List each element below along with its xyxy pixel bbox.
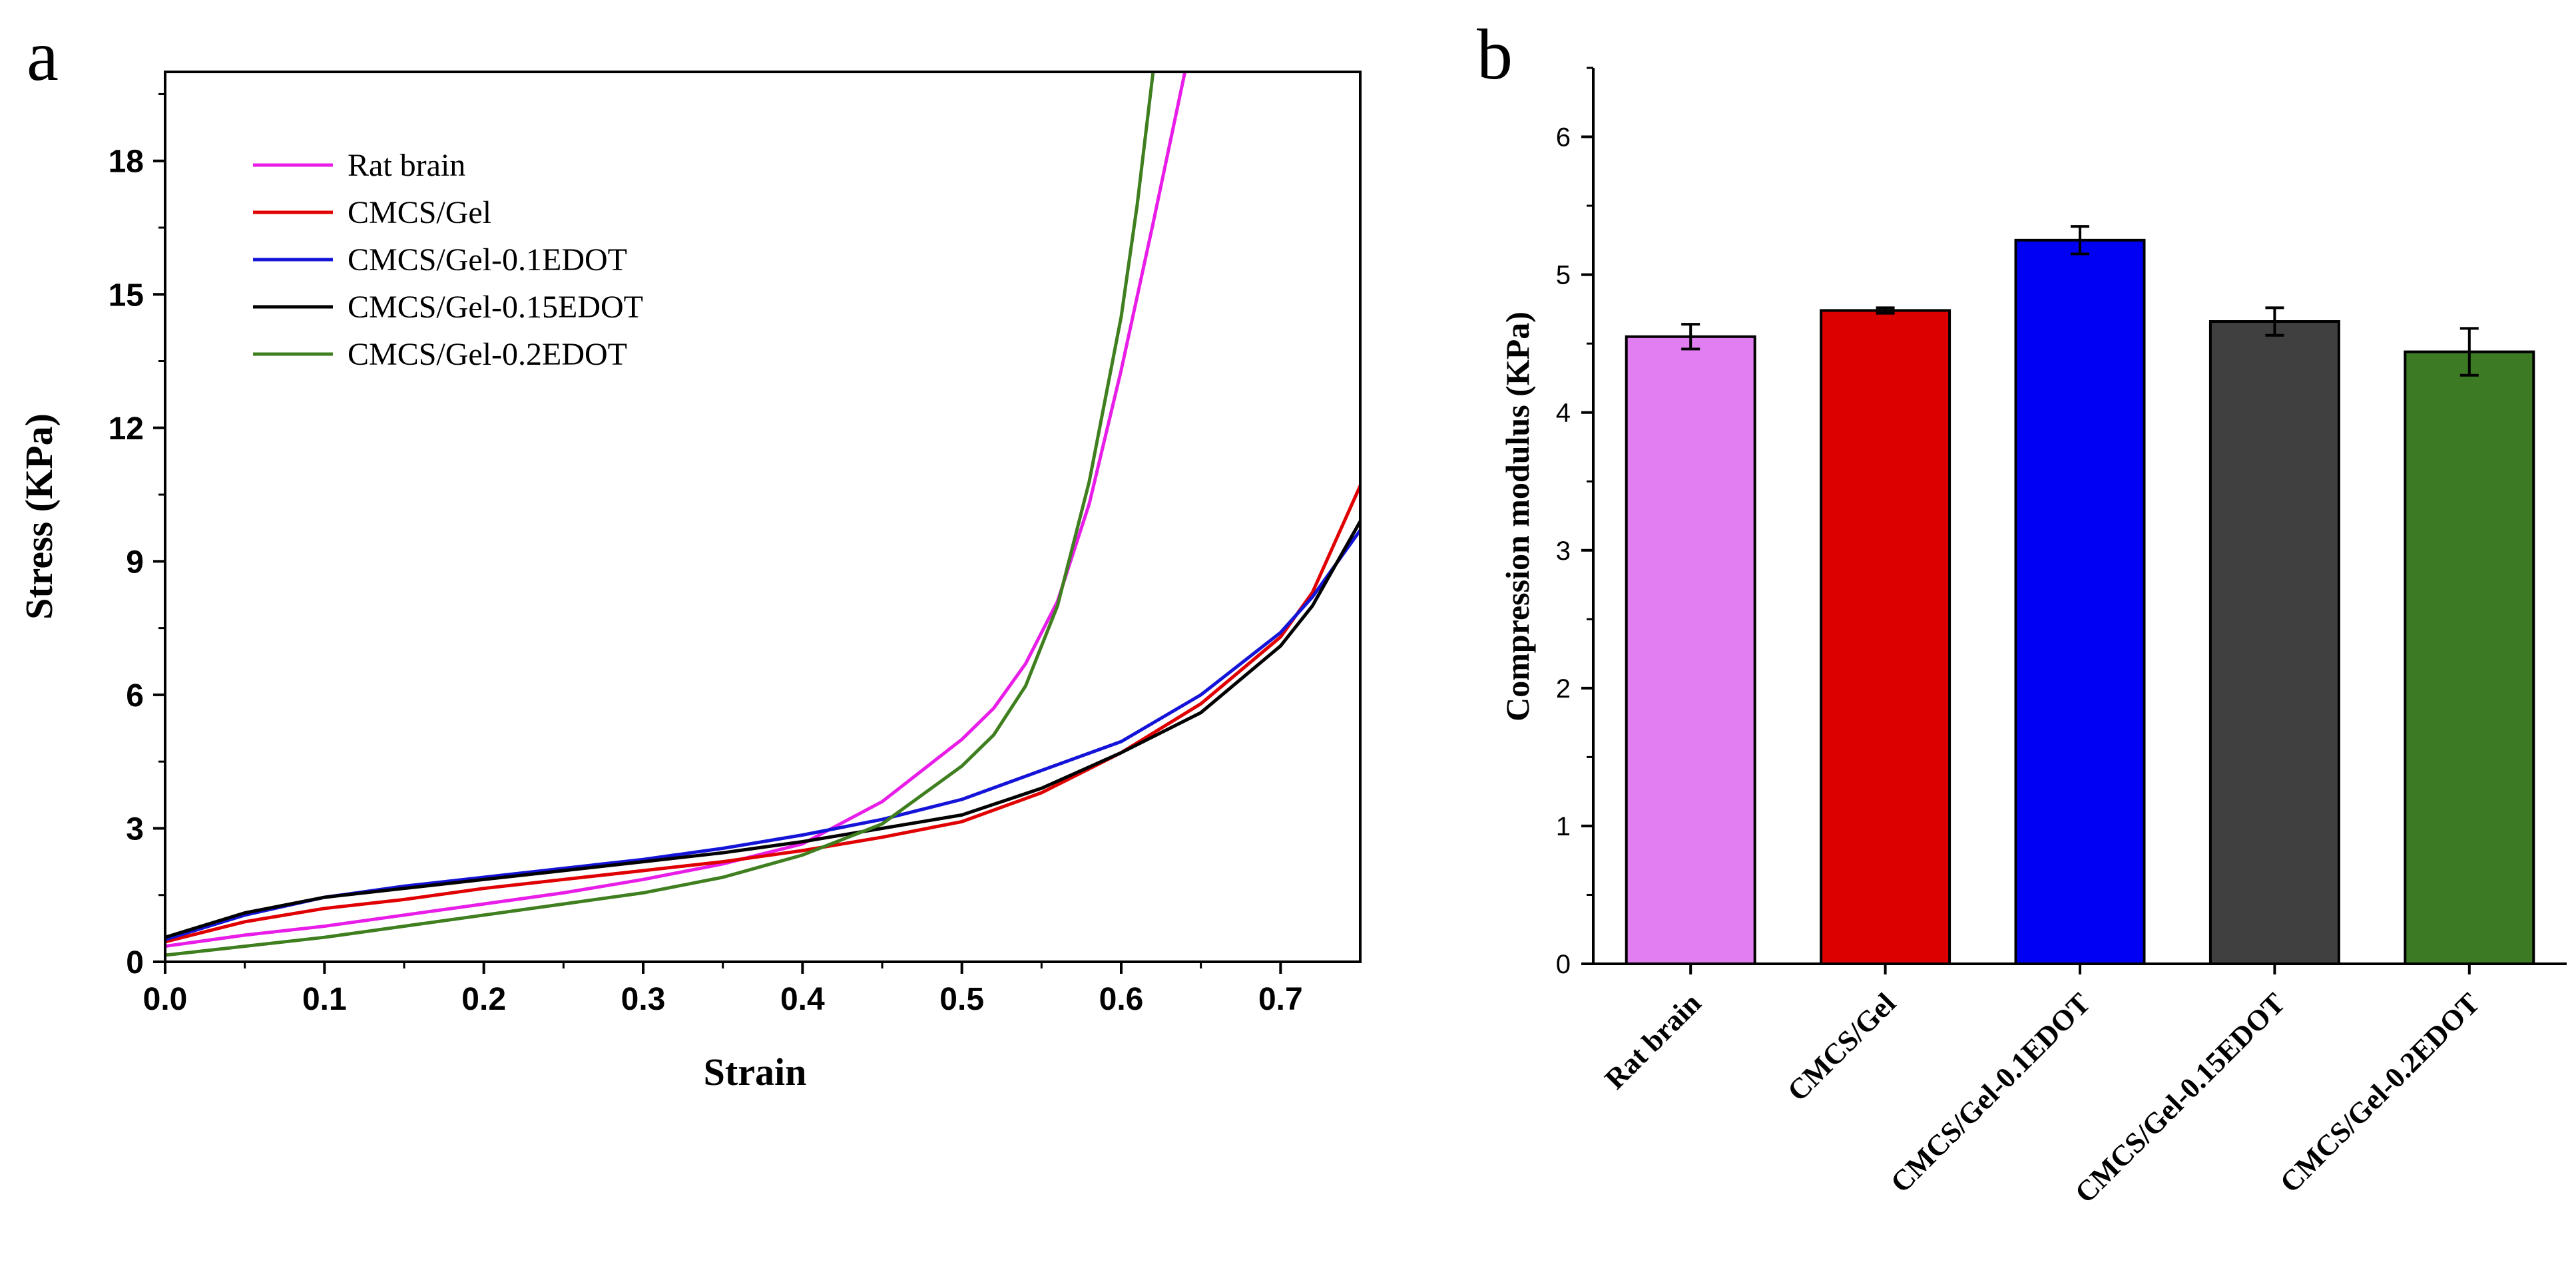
panel-label-b: b bbox=[1477, 15, 1513, 95]
y-tick-label-b: 3 bbox=[1556, 536, 1571, 566]
x-axis-title: Strain bbox=[704, 1050, 807, 1094]
error-bars bbox=[1681, 225, 2479, 377]
y-tick-label: 15 bbox=[109, 278, 144, 313]
x-tick-label: 0.7 bbox=[1258, 982, 1303, 1017]
y-axis-ticks-b: 0 1 2 3 4 5 6 bbox=[1556, 67, 1593, 979]
y-tick-label-b: 1 bbox=[1556, 812, 1571, 841]
legend-label: Rat brain bbox=[348, 148, 465, 183]
y-tick-label: 3 bbox=[126, 811, 144, 847]
series-line-1 bbox=[165, 485, 1360, 944]
bar bbox=[2014, 238, 2146, 965]
legend-label: CMCS/Gel bbox=[348, 195, 491, 230]
bar bbox=[1625, 335, 1756, 965]
category-label: CMCS/Gel bbox=[1781, 986, 1902, 1108]
y-tick-label-b: 6 bbox=[1556, 123, 1571, 152]
stress-strain-chart: a 0.0 0.1 0.2 0.3 0.4 0.5 0.6 0.7 0 3 6 9 12 15 18 St… bbox=[17, 17, 1362, 1094]
y-tick-label-b: 5 bbox=[1556, 261, 1571, 290]
plot-frame-a bbox=[164, 71, 1362, 963]
x-tick-label: 0.1 bbox=[302, 982, 347, 1017]
legend-label: CMCS/Gel-0.2EDOT bbox=[348, 337, 627, 372]
category-labels: Rat brain CMCS/GelCMCS/Gel-0.1EDOTCMCS/Ge… bbox=[1599, 964, 2486, 1209]
x-tick-label: 0.0 bbox=[143, 982, 188, 1017]
x-tick-label: 0.3 bbox=[621, 982, 666, 1017]
compression-modulus-chart: b 0 1 2 3 4 5 6 Rat brain CMCS/GelCMCS/Gel-0.1E… bbox=[1477, 15, 2567, 1209]
bar bbox=[2404, 350, 2535, 965]
y-tick-label-b: 4 bbox=[1556, 399, 1571, 428]
x-tick-label: 0.6 bbox=[1099, 982, 1144, 1017]
x-tick-label: 0.5 bbox=[939, 982, 984, 1017]
legend-label: CMCS/Gel-0.15EDOT bbox=[348, 290, 643, 325]
series-line-0 bbox=[165, 72, 1187, 949]
category-label: CMCS/Gel-0.1EDOT bbox=[1884, 986, 2097, 1199]
y-tick-label: 6 bbox=[126, 678, 144, 714]
x-tick-label: 0.2 bbox=[461, 982, 506, 1017]
series-line-3 bbox=[165, 520, 1360, 939]
y-axis-title-b: Compression modulus (KPa) bbox=[1499, 312, 1536, 722]
y-axis-title: Stress (KPa) bbox=[17, 413, 61, 620]
series-line-2 bbox=[165, 529, 1360, 941]
series-lines bbox=[165, 72, 1360, 957]
y-tick-label-b: 0 bbox=[1556, 950, 1571, 979]
y-tick-label: 12 bbox=[109, 411, 144, 447]
panel-label-a: a bbox=[27, 17, 59, 96]
legend: Rat brain CMCS/Gel CMCS/Gel-0.1EDOT CMCS/Ge… bbox=[253, 148, 643, 372]
x-axis-ticks: 0.0 0.1 0.2 0.3 0.4 0.5 0.6 0.7 bbox=[143, 962, 1303, 1017]
y-axis-ticks: 0 3 6 9 12 15 18 bbox=[109, 93, 165, 980]
y-tick-label: 9 bbox=[126, 544, 144, 580]
category-label: CMCS/Gel-0.15EDOT bbox=[2069, 986, 2292, 1209]
y-tick-label: 0 bbox=[126, 945, 144, 980]
category-label: CMCS/Gel-0.2EDOT bbox=[2274, 986, 2486, 1199]
x-tick-label: 0.4 bbox=[780, 982, 825, 1017]
legend-label: CMCS/Gel-0.1EDOT bbox=[348, 242, 627, 278]
bar bbox=[1820, 309, 1951, 965]
category-label: Rat brain bbox=[1599, 986, 1707, 1095]
series-line-4 bbox=[165, 72, 1155, 957]
y-tick-label: 18 bbox=[109, 144, 144, 180]
bar bbox=[2208, 320, 2340, 965]
y-tick-label-b: 2 bbox=[1556, 674, 1571, 704]
bars bbox=[1625, 238, 2535, 965]
